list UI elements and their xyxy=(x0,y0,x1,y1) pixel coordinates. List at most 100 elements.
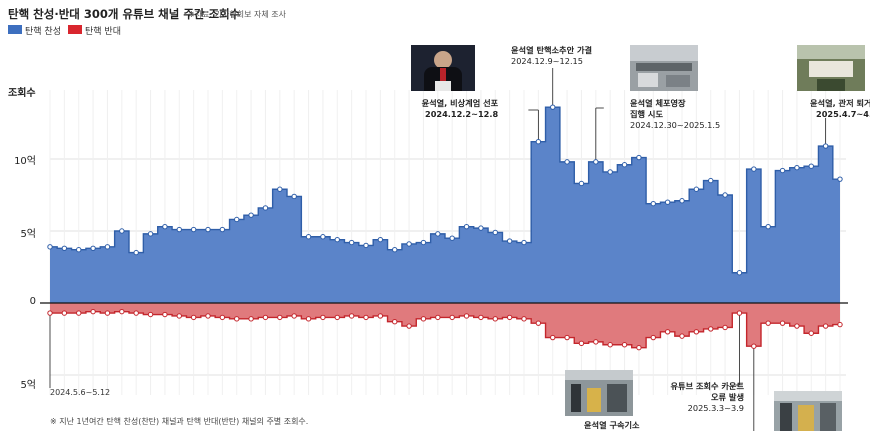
pro-point xyxy=(348,239,355,246)
x-start-label: 2024.5.6~5.12 xyxy=(50,388,111,397)
pro-point xyxy=(190,226,197,233)
pro-point xyxy=(693,186,700,192)
annotation-leave-residence: 윤석열, 관저 퇴거 2025.4.7~4.13 xyxy=(810,98,870,120)
anti-area xyxy=(50,303,840,348)
pro-point xyxy=(779,167,786,174)
annotation-error-title-2: 오류 발생 xyxy=(711,392,744,402)
anti-point xyxy=(564,334,570,341)
pro-point xyxy=(76,247,82,253)
photo-indictment xyxy=(565,370,633,416)
pro-point xyxy=(708,177,714,184)
pro-point xyxy=(392,247,398,253)
anti-point xyxy=(736,310,743,316)
anti-point xyxy=(47,310,53,316)
anti-point xyxy=(636,344,642,351)
annotation-leave-date: 2025.4.7~4.13 xyxy=(816,109,870,119)
anti-point xyxy=(162,311,168,318)
pro-point xyxy=(650,200,656,207)
source-note: ※자료: 기자협회보 자체 조사 xyxy=(188,10,286,19)
anti-point xyxy=(320,314,326,321)
anti-point xyxy=(779,320,786,326)
anti-point xyxy=(377,313,384,319)
annotation-arrest-date: 2024.12.30~2025.1.5 xyxy=(630,120,721,130)
legend-swatch-pro xyxy=(8,25,22,34)
pro-point xyxy=(679,198,685,204)
pro-point xyxy=(837,176,843,182)
anti-point xyxy=(621,342,628,348)
pro-line xyxy=(50,106,840,274)
anti-point xyxy=(420,316,427,322)
anti-point xyxy=(693,329,700,335)
anti-point xyxy=(593,339,599,345)
annotation-impeachment-title: 윤석열 탄핵소추안 가결 xyxy=(511,45,593,55)
anti-point xyxy=(234,316,240,322)
anti-point xyxy=(607,342,613,348)
pro-point xyxy=(147,231,154,237)
anti-point xyxy=(521,316,527,322)
anti-point xyxy=(449,314,455,321)
anti-point xyxy=(305,316,312,322)
anti-point xyxy=(363,314,369,321)
y-tick-label: 5억 xyxy=(20,229,36,240)
anti-point xyxy=(205,313,211,319)
annotation-arrest-attempt: 윤석열 체포영장 집행 시도 2024.12.30~2025.1.5 xyxy=(630,98,720,131)
annotation-martial-law-date: 2024.12.2~12.8 xyxy=(425,109,499,119)
pro-point xyxy=(506,238,513,244)
pro-point xyxy=(607,169,613,175)
photo-arrest-attempt xyxy=(630,45,698,91)
anti-point xyxy=(262,314,269,321)
anti-point xyxy=(277,314,283,321)
pro-point xyxy=(334,236,340,243)
anti-point xyxy=(492,316,498,322)
pro-point xyxy=(636,154,642,161)
annotation-error-date: 2025.3.3~3.9 xyxy=(687,403,744,413)
annotation-count-error: 유튜브 조회수 카운트 오류 발생 2025.3.3~3.9 xyxy=(668,381,745,414)
pro-point xyxy=(377,236,384,243)
pro-point xyxy=(808,163,814,169)
y-axis-label: 조회수 xyxy=(8,88,36,99)
pro-point xyxy=(593,159,599,165)
legend-label-pro: 탄핵 찬성 xyxy=(25,27,61,37)
pro-point xyxy=(162,223,168,230)
pro-point xyxy=(133,249,139,256)
pro-point xyxy=(478,225,484,231)
photo-count-error xyxy=(774,391,842,431)
anti-point xyxy=(392,319,398,325)
anti-point xyxy=(722,324,728,331)
pro-point xyxy=(463,223,470,230)
pro-point xyxy=(751,166,757,172)
pro-point xyxy=(621,162,628,168)
pro-point xyxy=(104,244,111,250)
y-tick-label: 0 xyxy=(29,296,36,307)
anti-point xyxy=(794,323,800,329)
legend-swatch-anti xyxy=(68,25,82,34)
y-tick-label: 5억 xyxy=(20,380,36,391)
anti-point xyxy=(291,313,297,319)
anti-point xyxy=(406,323,412,329)
pro-point xyxy=(664,199,671,205)
pro-point xyxy=(205,226,211,233)
pro-point xyxy=(291,193,297,200)
pro-point xyxy=(492,229,498,236)
anti-point xyxy=(190,314,197,321)
anti-point xyxy=(837,321,843,328)
pro-point xyxy=(550,104,556,110)
anti-point xyxy=(76,310,82,316)
pro-point xyxy=(119,228,125,234)
anti-point xyxy=(679,333,685,339)
anti-point xyxy=(808,330,814,336)
anti-line xyxy=(50,310,840,349)
photo-martial-law xyxy=(411,45,475,91)
pro-point xyxy=(234,216,240,223)
pro-point xyxy=(406,241,412,247)
pro-point xyxy=(305,234,312,240)
pro-point xyxy=(176,226,182,233)
anti-point xyxy=(535,320,542,326)
anti-point xyxy=(147,311,154,318)
legend-label-anti: 탄핵 반대 xyxy=(85,27,121,37)
pro-point xyxy=(61,245,68,251)
anti-point xyxy=(176,313,182,319)
anti-point xyxy=(765,320,771,326)
pro-point xyxy=(535,139,542,145)
